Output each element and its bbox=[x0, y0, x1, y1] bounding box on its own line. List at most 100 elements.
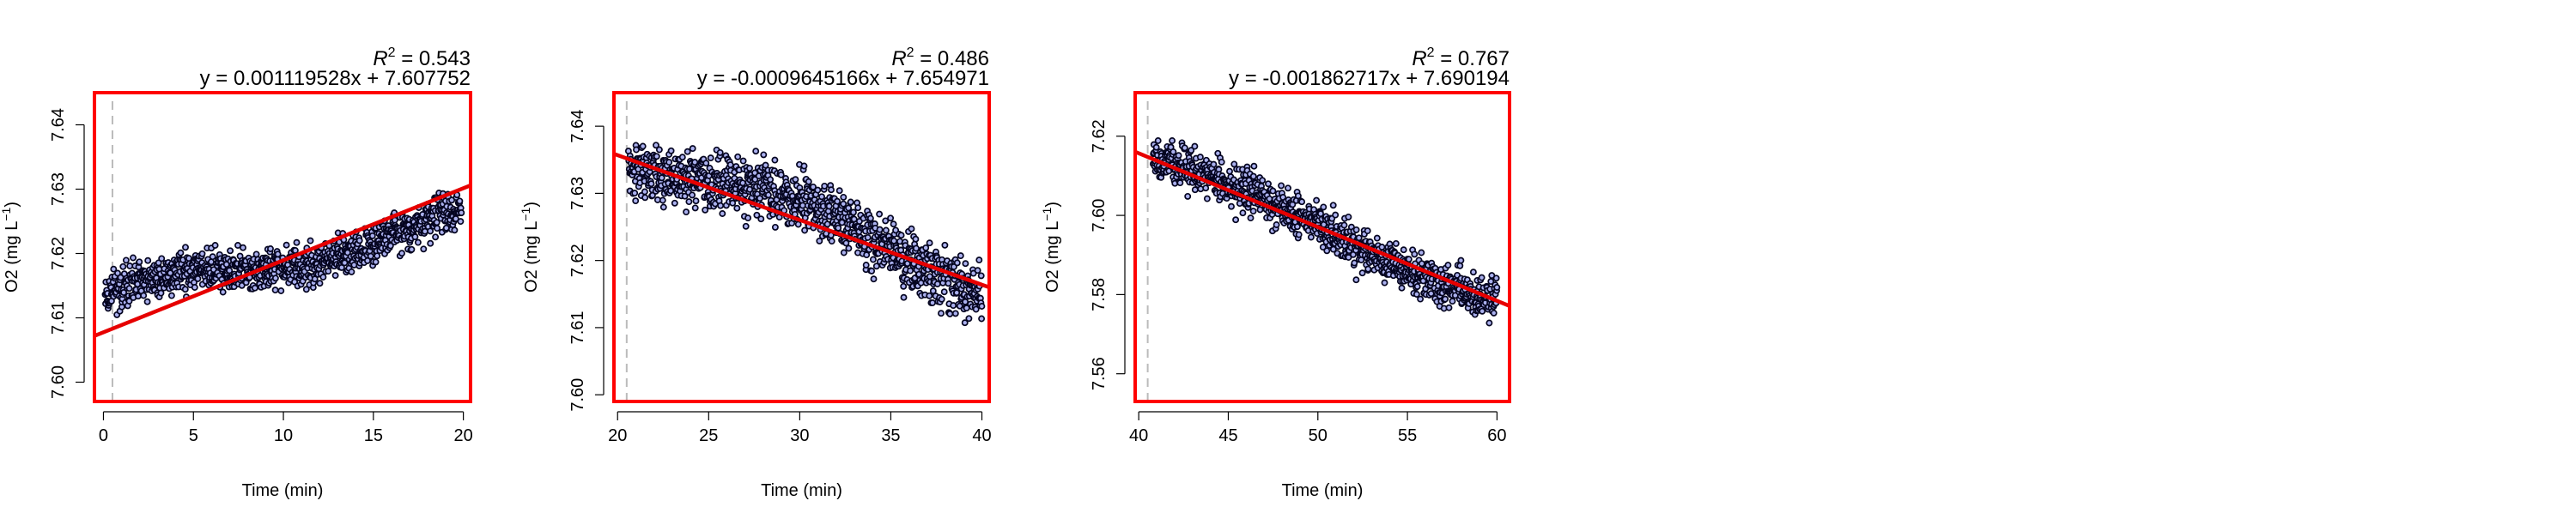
data-point bbox=[753, 211, 761, 219]
data-point bbox=[926, 292, 933, 299]
data-point bbox=[805, 178, 812, 185]
data-point bbox=[882, 226, 890, 234]
plot-area bbox=[1135, 101, 1510, 401]
data-point bbox=[155, 259, 162, 267]
data-point bbox=[733, 204, 741, 212]
x-axis-label: Time (min) bbox=[761, 481, 842, 500]
r-squared-exponent: 2 bbox=[907, 45, 914, 60]
data-point bbox=[1411, 250, 1419, 258]
data-point bbox=[794, 220, 802, 228]
data-point bbox=[922, 244, 930, 251]
data-point bbox=[683, 148, 691, 155]
data-point bbox=[1273, 221, 1280, 228]
data-point bbox=[420, 245, 428, 253]
data-point bbox=[355, 237, 363, 244]
data-point bbox=[1417, 295, 1425, 303]
data-point bbox=[302, 286, 310, 293]
data-point bbox=[1203, 195, 1211, 202]
y-axis-label: O2 (mg L−1) bbox=[0, 202, 21, 293]
data-point bbox=[114, 269, 121, 277]
regression-equation: y = -0.001862717x + 7.690194 bbox=[1229, 67, 1510, 90]
data-point bbox=[726, 161, 734, 169]
r-squared-symbol: R bbox=[1412, 47, 1426, 70]
data-point bbox=[764, 191, 772, 199]
data-point bbox=[1256, 206, 1264, 214]
data-point bbox=[849, 208, 857, 216]
x-tick-label: 20 bbox=[453, 426, 472, 445]
data-point bbox=[1345, 213, 1352, 220]
data-point bbox=[876, 210, 884, 218]
x-tick-label: 35 bbox=[881, 426, 900, 445]
x-tick-label: 40 bbox=[972, 426, 991, 445]
plot-frame bbox=[1133, 91, 1511, 403]
data-point bbox=[641, 194, 649, 202]
data-point bbox=[957, 252, 964, 260]
data-point bbox=[125, 285, 133, 293]
data-point bbox=[1307, 233, 1315, 241]
data-point bbox=[1175, 152, 1182, 160]
data-point bbox=[434, 225, 441, 232]
data-point bbox=[251, 284, 258, 292]
data-point bbox=[752, 148, 760, 155]
data-point bbox=[181, 286, 189, 293]
data-point bbox=[1247, 214, 1255, 222]
data-point bbox=[771, 223, 779, 231]
data-point bbox=[1295, 231, 1303, 238]
data-point bbox=[792, 176, 799, 184]
data-point bbox=[1405, 256, 1413, 263]
data-point bbox=[1445, 304, 1453, 311]
x-tick-label: 20 bbox=[608, 426, 627, 445]
chart-panel-1: 0 5 10 15 20 Time (min) 7.60 7.61 7.62 7.63 7.64 O2… bbox=[0, 45, 473, 500]
data-point bbox=[647, 180, 655, 188]
data-point bbox=[1400, 246, 1407, 254]
data-point bbox=[757, 215, 765, 223]
data-point bbox=[341, 259, 349, 267]
x-tick-label: 15 bbox=[364, 426, 383, 445]
data-point bbox=[182, 244, 189, 251]
data-point bbox=[941, 241, 949, 249]
data-point bbox=[1332, 211, 1340, 219]
data-point bbox=[978, 303, 986, 310]
data-point bbox=[277, 287, 285, 294]
regression-equation: y = 0.001119528x + 7.607752 bbox=[200, 67, 471, 90]
data-point bbox=[1364, 265, 1372, 273]
regression-line bbox=[1135, 149, 1510, 308]
data-point bbox=[900, 282, 908, 290]
data-point bbox=[1355, 234, 1363, 242]
data-point bbox=[962, 260, 969, 268]
data-point bbox=[143, 298, 151, 305]
data-point bbox=[1250, 162, 1258, 170]
data-point bbox=[219, 288, 227, 296]
x-tick-label: 30 bbox=[790, 426, 809, 445]
data-point bbox=[665, 159, 673, 166]
regression-equation: y = -0.0009645166x + 7.654971 bbox=[697, 67, 989, 90]
data-point bbox=[1202, 184, 1210, 192]
data-point bbox=[194, 275, 202, 282]
data-point bbox=[667, 147, 675, 154]
data-point bbox=[864, 233, 872, 241]
data-point bbox=[386, 242, 394, 250]
data-point bbox=[828, 238, 835, 245]
data-point bbox=[746, 185, 754, 193]
data-point bbox=[122, 256, 130, 264]
r-squared-label: R2 = 0.486 bbox=[891, 45, 989, 70]
data-point bbox=[1210, 160, 1218, 168]
data-point bbox=[744, 214, 752, 222]
plot-area bbox=[94, 101, 471, 401]
data-point bbox=[691, 159, 699, 166]
data-point bbox=[1320, 203, 1327, 211]
data-point bbox=[825, 202, 833, 210]
data-point bbox=[685, 198, 693, 206]
data-point bbox=[746, 165, 753, 172]
chart-panel-2: 20 25 30 35 40 Time (min) 7.60 7.61 7.62 7.63 7.64… bbox=[519, 45, 992, 500]
data-point bbox=[1184, 192, 1192, 200]
data-point bbox=[671, 199, 678, 207]
x-tick-label: 50 bbox=[1309, 426, 1327, 445]
data-point bbox=[427, 239, 434, 247]
x-tick-label: 0 bbox=[99, 426, 108, 445]
data-point bbox=[689, 145, 696, 153]
data-point bbox=[191, 284, 198, 291]
data-point bbox=[130, 254, 137, 262]
y-axis-label-close: ) bbox=[1043, 202, 1062, 208]
data-point bbox=[198, 250, 206, 257]
